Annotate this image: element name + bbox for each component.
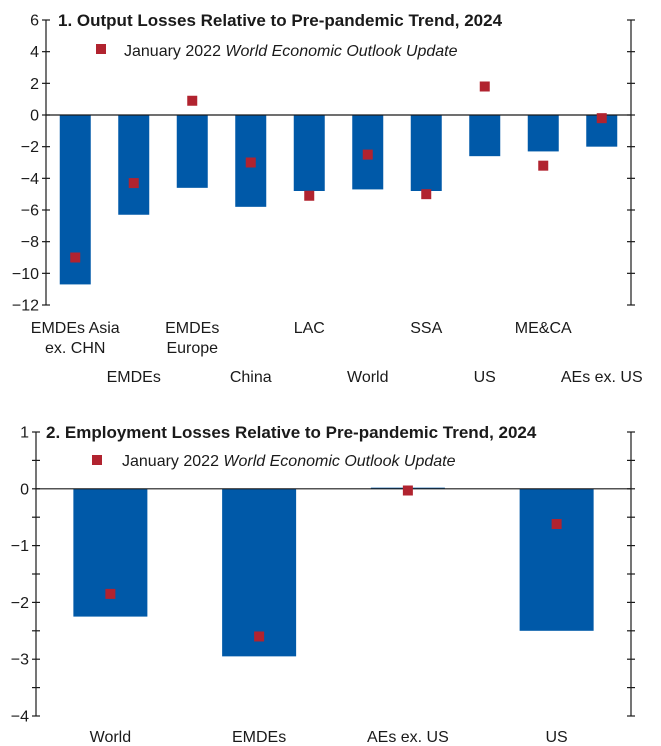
y-tick-label: −2 bbox=[21, 139, 39, 156]
panel-output-losses: 1. Output Losses Relative to Pre-pandemi… bbox=[12, 11, 643, 386]
legend-marker-icon bbox=[96, 44, 106, 54]
x-category-label: AEs ex. US bbox=[367, 729, 449, 746]
y-tick-label: 6 bbox=[30, 13, 39, 30]
y-tick-label: 1 bbox=[20, 425, 29, 442]
x-category-label: ME&CA bbox=[515, 320, 572, 337]
marker-emdes bbox=[128, 178, 139, 189]
bar-emdes bbox=[118, 115, 150, 215]
bar-ssa bbox=[410, 115, 442, 191]
marker-emdes-europe bbox=[187, 95, 198, 106]
x-category-label: EMDEs Asia bbox=[31, 320, 120, 337]
bar-emdes-europe bbox=[176, 115, 208, 188]
legend-text-italic: World Economic Outlook Update bbox=[223, 453, 455, 470]
marker-ssa bbox=[421, 189, 432, 200]
x-category-label: World bbox=[347, 369, 389, 386]
y-tick-label: −10 bbox=[12, 266, 39, 283]
bar-me-ca bbox=[527, 115, 559, 152]
y-tick-label: −1 bbox=[11, 538, 29, 555]
x-category-label: China bbox=[230, 369, 272, 386]
x-category-label: Europe bbox=[166, 340, 218, 357]
y-tick-label: 0 bbox=[30, 108, 39, 125]
legend-marker-icon bbox=[92, 455, 102, 465]
x-category-label: SSA bbox=[410, 320, 442, 337]
marker-emdes-asia-ex-chn bbox=[70, 252, 81, 263]
y-tick-label: −4 bbox=[21, 171, 39, 188]
marker-us bbox=[479, 81, 490, 92]
marker-world bbox=[105, 588, 116, 599]
y-tick-label: 2 bbox=[30, 76, 39, 93]
legend-text-italic: World Economic Outlook Update bbox=[225, 43, 457, 60]
y-tick-label: −2 bbox=[11, 595, 29, 612]
panel-2-title: 2. Employment Losses Relative to Pre-pan… bbox=[46, 423, 537, 442]
x-category-label: US bbox=[474, 369, 496, 386]
marker-china bbox=[245, 157, 256, 168]
bar-us bbox=[469, 115, 501, 157]
marker-aes-ex-us bbox=[596, 113, 607, 124]
bar-lac bbox=[293, 115, 325, 191]
legend-text-prefix: January 2022 bbox=[124, 43, 225, 60]
x-category-label: US bbox=[546, 729, 568, 746]
x-category-label: World bbox=[90, 729, 132, 746]
panel-1-legend-label: January 2022 World Economic Outlook Upda… bbox=[124, 43, 458, 60]
x-category-label: EMDEs bbox=[232, 729, 286, 746]
x-category-label: EMDEs bbox=[107, 369, 161, 386]
y-tick-label: −8 bbox=[21, 234, 39, 251]
x-category-label: AEs ex. US bbox=[561, 369, 643, 386]
y-tick-label: 0 bbox=[20, 481, 29, 498]
marker-world bbox=[362, 149, 373, 160]
bar-emdes bbox=[222, 488, 297, 657]
y-tick-label: −6 bbox=[21, 203, 39, 220]
panel-employment-losses: 2. Employment Losses Relative to Pre-pan… bbox=[11, 423, 635, 746]
panel-2-legend-label: January 2022 World Economic Outlook Upda… bbox=[122, 453, 456, 470]
y-tick-label: −4 bbox=[11, 709, 29, 726]
y-tick-label: 4 bbox=[30, 44, 39, 61]
y-tick-label: −12 bbox=[12, 298, 39, 315]
bar-us bbox=[519, 488, 594, 631]
y-tick-label: −3 bbox=[11, 652, 29, 669]
x-category-label: EMDEs bbox=[165, 320, 219, 337]
x-category-label: LAC bbox=[294, 320, 325, 337]
marker-lac bbox=[304, 190, 315, 201]
x-category-label: ex. CHN bbox=[45, 340, 105, 357]
panel-1-title: 1. Output Losses Relative to Pre-pandemi… bbox=[58, 11, 503, 30]
marker-us bbox=[551, 519, 562, 530]
marker-me-ca bbox=[538, 160, 549, 171]
marker-emdes bbox=[254, 631, 265, 642]
marker-aes-ex-us bbox=[402, 485, 413, 496]
legend-text-prefix: January 2022 bbox=[122, 453, 223, 470]
